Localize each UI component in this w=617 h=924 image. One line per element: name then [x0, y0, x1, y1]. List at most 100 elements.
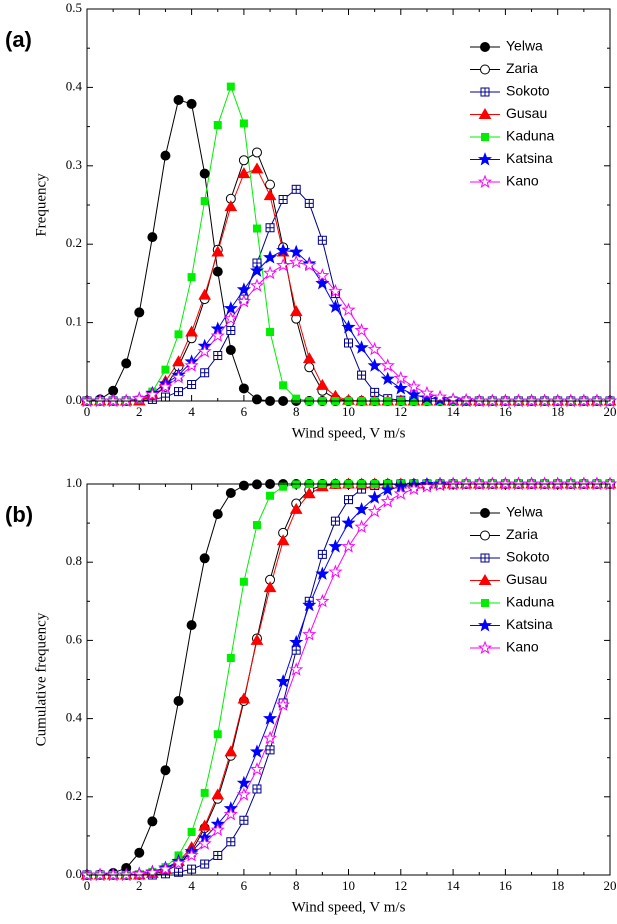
- marker-shape: [238, 155, 249, 166]
- marker: [173, 696, 184, 707]
- marker: [380, 358, 395, 372]
- marker-shape: [477, 152, 493, 166]
- marker-shape: [276, 534, 290, 546]
- x-axis-label: Wind speed, V m/s: [292, 899, 406, 915]
- marker: [315, 593, 330, 608]
- marker-shape: [279, 381, 288, 390]
- marker: [252, 224, 261, 233]
- marker: [291, 645, 301, 655]
- marker-shape: [212, 266, 223, 277]
- marker-shape: [239, 816, 248, 825]
- marker: [173, 94, 184, 105]
- marker: [239, 119, 248, 128]
- marker: [524, 393, 539, 408]
- marker: [197, 836, 212, 850]
- marker-shape: [238, 383, 249, 394]
- marker: [328, 299, 343, 313]
- marker: [511, 393, 526, 408]
- plot-frame: [86, 8, 611, 402]
- marker: [341, 515, 356, 530]
- marker-shape: [315, 378, 329, 390]
- marker: [367, 341, 382, 356]
- marker: [480, 530, 490, 541]
- marker-shape: [485, 393, 500, 408]
- series-line: [87, 151, 610, 402]
- marker-shape: [249, 263, 265, 277]
- marker-shape: [250, 162, 264, 174]
- legend-label: Sokoto: [506, 83, 550, 99]
- marker: [223, 311, 238, 325]
- marker: [237, 167, 251, 179]
- marker-shape: [198, 819, 212, 831]
- marker-shape: [550, 393, 565, 408]
- marker-shape: [134, 307, 145, 318]
- marker-shape: [419, 479, 435, 493]
- marker: [134, 307, 145, 318]
- marker: [184, 358, 199, 372]
- marker-shape: [419, 390, 435, 404]
- panel-label: (a): [5, 27, 32, 52]
- x-tick-label: 20: [604, 404, 617, 419]
- marker: [263, 581, 277, 593]
- marker-shape: [224, 745, 238, 757]
- marker-shape: [251, 147, 262, 158]
- marker: [187, 380, 197, 390]
- marker: [302, 257, 317, 272]
- marker-shape: [262, 730, 278, 745]
- marker-shape: [119, 867, 134, 882]
- y-tick-label: 0.0: [66, 392, 82, 407]
- marker-shape: [200, 197, 209, 206]
- marker: [238, 155, 249, 166]
- marker-shape: [226, 82, 235, 91]
- marker-shape: [477, 640, 493, 655]
- marker-shape: [498, 393, 513, 408]
- marker-shape: [236, 775, 251, 790]
- marker-shape: [174, 387, 183, 396]
- y-tick-label: 0.2: [66, 235, 82, 250]
- marker-shape: [477, 618, 493, 632]
- marker: [537, 393, 552, 408]
- marker-shape: [199, 553, 210, 564]
- marker-shape: [292, 646, 301, 655]
- marker-shape: [226, 837, 235, 846]
- marker: [197, 344, 212, 358]
- legend-label: Gusau: [506, 571, 547, 587]
- marker: [498, 393, 513, 408]
- marker: [225, 345, 236, 356]
- marker: [589, 476, 604, 491]
- marker: [289, 244, 304, 259]
- marker: [289, 634, 304, 649]
- marker-shape: [161, 365, 170, 374]
- marker-shape: [328, 283, 343, 298]
- marker: [354, 340, 369, 354]
- marker-shape: [406, 379, 421, 393]
- marker: [576, 393, 591, 408]
- y-tick-label: 0.4: [66, 710, 83, 725]
- marker: [328, 539, 343, 553]
- marker-shape: [211, 788, 225, 800]
- marker: [93, 393, 108, 408]
- x-tick-label: 4: [188, 404, 195, 419]
- marker: [550, 393, 565, 408]
- marker-shape: [119, 393, 134, 408]
- legend-label: Katsina: [506, 616, 553, 632]
- marker: [210, 328, 225, 342]
- marker: [200, 859, 210, 869]
- marker: [393, 370, 408, 385]
- marker: [266, 491, 275, 500]
- marker: [278, 195, 288, 205]
- legend-label: Yelwa: [506, 38, 543, 54]
- marker-shape: [237, 167, 251, 179]
- marker: [315, 268, 330, 282]
- marker: [419, 479, 435, 493]
- marker-shape: [328, 539, 343, 553]
- marker-shape: [262, 711, 278, 725]
- marker-shape: [279, 482, 288, 491]
- marker: [211, 788, 225, 800]
- marker: [302, 352, 316, 364]
- marker: [213, 730, 222, 739]
- marker: [199, 168, 210, 179]
- marker-shape: [121, 358, 132, 369]
- marker-shape: [174, 330, 183, 339]
- marker: [341, 319, 356, 334]
